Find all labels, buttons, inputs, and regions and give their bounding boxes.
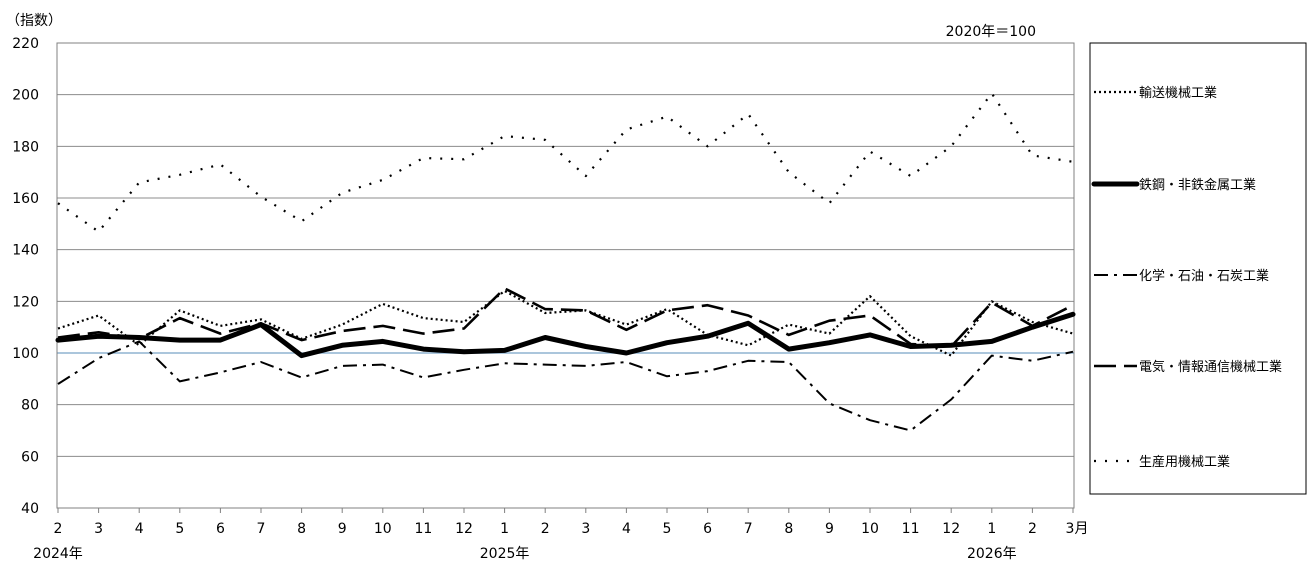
series-2-legend-label: 鉄鋼・非鉄金属工業 xyxy=(1139,177,1256,193)
x-tick-label: 7 xyxy=(744,521,753,537)
grid-lines xyxy=(57,94,1074,457)
y-tick-label: 100 xyxy=(12,346,39,362)
series-1-line xyxy=(57,289,1074,357)
x-tick-label: 6 xyxy=(703,521,712,537)
x-tick-label: 9 xyxy=(825,521,834,537)
x-tick-label: 8 xyxy=(297,521,306,537)
legend: 輸送機械工業鉄鋼・非鉄金属工業化学・石油・石炭工業電気・情報通信機械工業生産用機… xyxy=(1091,85,1282,470)
x-tick-label: 1 xyxy=(987,521,996,537)
y-tick-label: 120 xyxy=(12,294,39,310)
year-label: 2024年 xyxy=(33,546,83,562)
y-tick-label: 60 xyxy=(21,449,39,465)
series-3-legend-label: 化学・石油・石炭工業 xyxy=(1139,268,1269,284)
series-2-line xyxy=(55,311,1076,359)
x-tick-label: 11 xyxy=(414,521,432,537)
x-tick-label: 3月 xyxy=(1066,521,1089,537)
x-tick-label: 3 xyxy=(581,521,590,537)
x-tick-label: 12 xyxy=(942,521,960,537)
y-unit-label: （指数） xyxy=(6,13,62,29)
y-tick-label: 180 xyxy=(12,139,39,155)
x-tick-label: 8 xyxy=(784,521,793,537)
x-tick-label: 2 xyxy=(1028,521,1037,537)
legend-box xyxy=(1089,42,1307,495)
x-tick-label: 6 xyxy=(216,521,225,537)
y-tick-label: 80 xyxy=(21,398,39,414)
plot-frame xyxy=(56,42,1075,509)
x-tick-label: 7 xyxy=(257,521,266,537)
x-tick-label: 2 xyxy=(54,521,63,537)
x-tick-label: 3 xyxy=(94,521,103,537)
x-tick-label: 4 xyxy=(622,521,631,537)
x-axis-ticks: 2 3 4 5 6 7 8 9 10 11 12 1 2 3 4 5 6 7 8 9 10 11 12 1 2 3月 xyxy=(54,508,1089,537)
series-4-line xyxy=(57,287,1074,348)
y-tick-label: 160 xyxy=(12,191,39,207)
x-tick-label: 10 xyxy=(374,521,392,537)
x-tick-label: 10 xyxy=(861,521,879,537)
x-tick-label: 1 xyxy=(500,521,509,537)
series-lines xyxy=(55,92,1076,432)
y-axis-ticks: 40 60 80 100 120 140 160 180 200 220 xyxy=(12,36,39,517)
x-tick-label: 5 xyxy=(175,521,184,537)
y-tick-label: 200 xyxy=(12,88,39,104)
year-labels: 2024年 2025年 2026年 xyxy=(33,546,1016,562)
series-4-legend-label: 電気・情報通信機械工業 xyxy=(1139,359,1282,375)
series-3-line xyxy=(57,340,1074,432)
x-tick-label: 11 xyxy=(902,521,920,537)
y-tick-label: 40 xyxy=(21,501,39,517)
series-1-legend-label: 輸送機械工業 xyxy=(1139,85,1217,101)
year-label: 2026年 xyxy=(967,546,1017,562)
series-5-legend-label: 生産用機械工業 xyxy=(1139,454,1230,470)
x-tick-label: 4 xyxy=(135,521,144,537)
x-tick-label: 5 xyxy=(663,521,672,537)
series-5-line xyxy=(57,92,1074,233)
x-tick-label: 2 xyxy=(541,521,550,537)
year-label: 2025年 xyxy=(480,546,530,562)
y-tick-label: 220 xyxy=(12,36,39,52)
y-tick-label: 140 xyxy=(12,243,39,259)
x-tick-label: 9 xyxy=(338,521,347,537)
x-tick-label: 12 xyxy=(455,521,473,537)
base-year-note: 2020年＝100 xyxy=(946,24,1036,40)
